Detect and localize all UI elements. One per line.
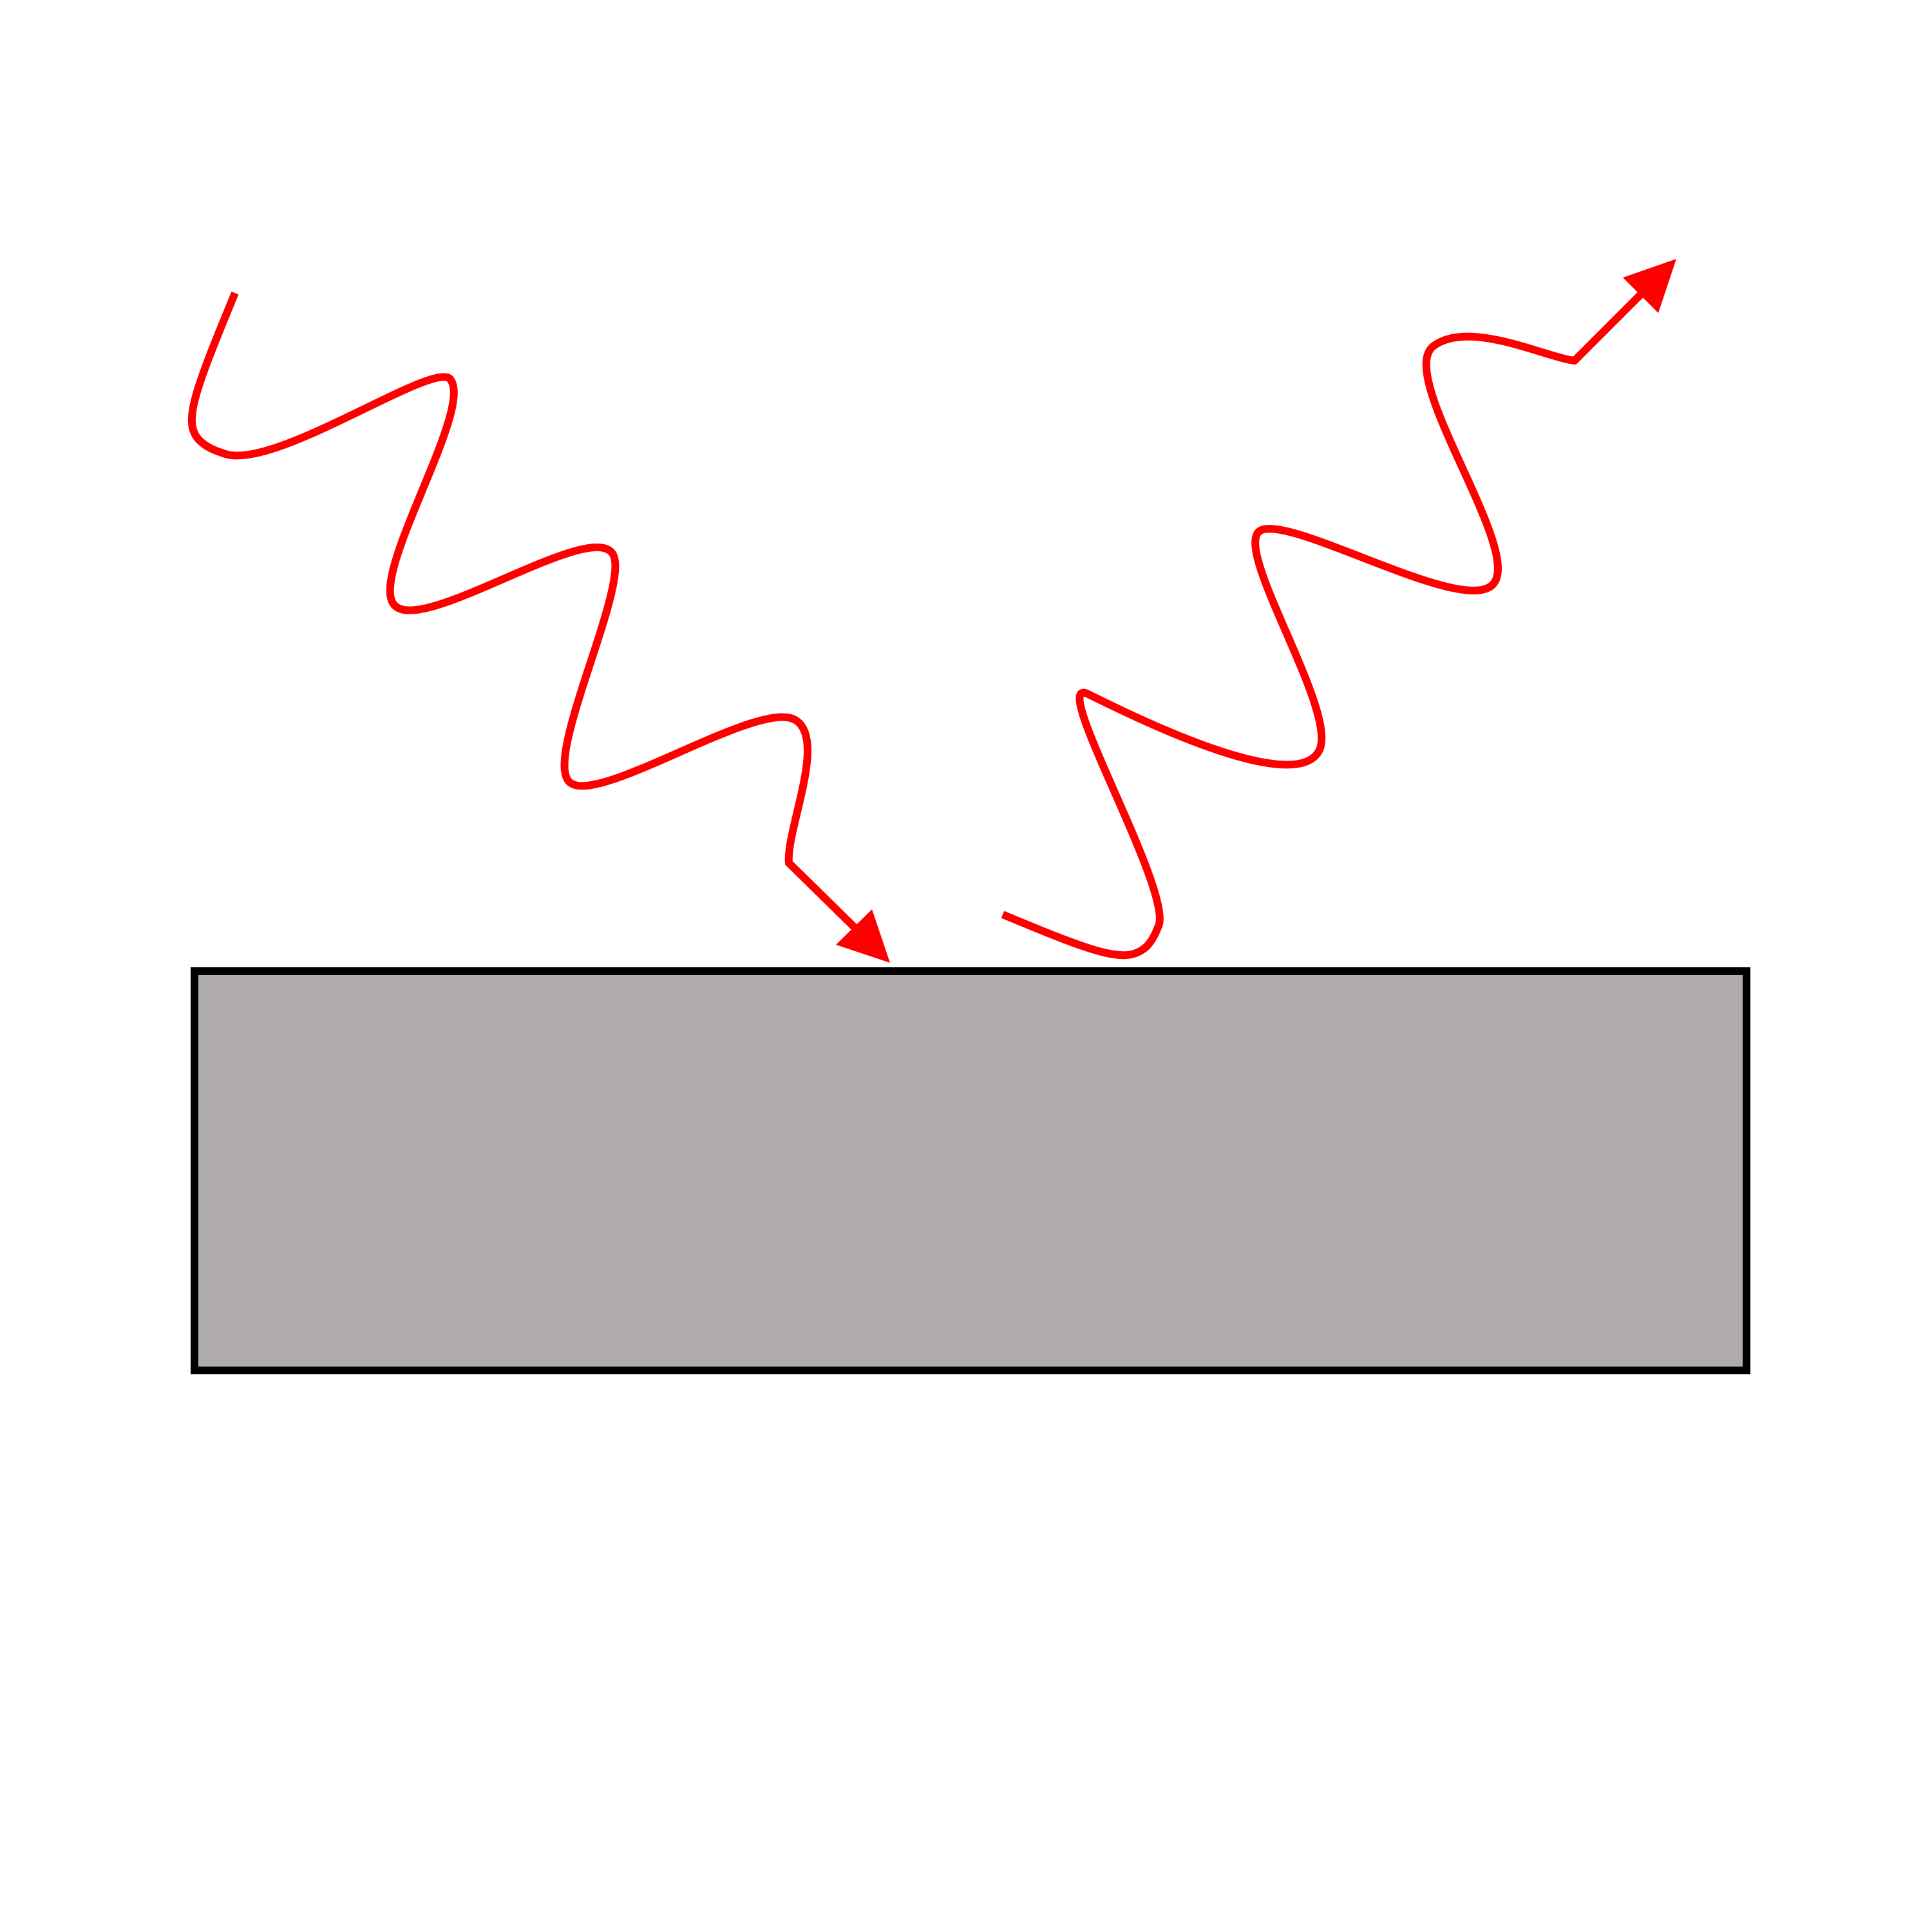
surface-block [191, 967, 1750, 1374]
incident-wave [187, 291, 863, 936]
arrowhead-icon [836, 909, 890, 963]
arrowhead-icon [1623, 259, 1676, 313]
reflected-wave [1001, 285, 1650, 960]
